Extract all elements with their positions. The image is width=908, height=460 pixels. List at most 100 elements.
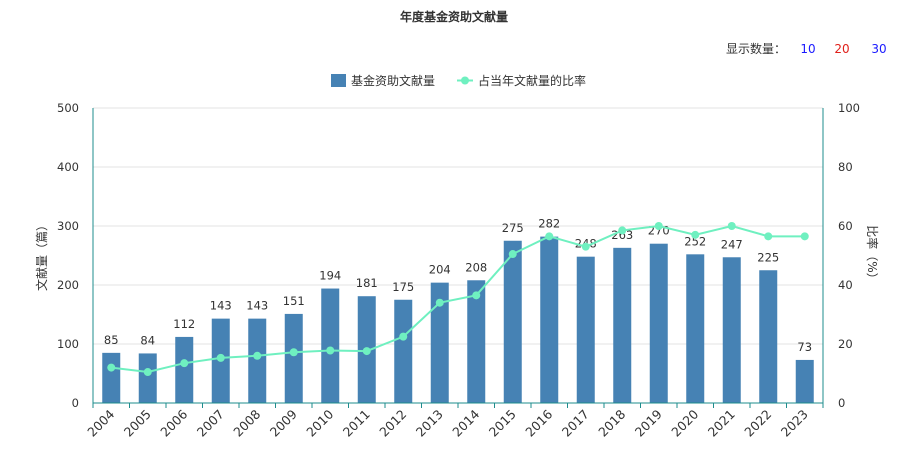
bar bbox=[759, 270, 778, 403]
line-point bbox=[764, 232, 773, 241]
bar-data-label: 208 bbox=[465, 260, 487, 274]
bar-data-label: 151 bbox=[283, 294, 305, 308]
bar-series bbox=[102, 236, 814, 403]
legend-item-line-series[interactable]: 占当年文献量的比率 bbox=[457, 73, 586, 88]
bar-data-label: 112 bbox=[173, 317, 195, 331]
line-point bbox=[800, 232, 809, 241]
bar-data-label: 225 bbox=[757, 250, 779, 264]
y-right-tick-label: 40 bbox=[838, 278, 853, 292]
legend-line-label: 占当年文献量的比率 bbox=[478, 73, 586, 88]
x-tick-label: 2010 bbox=[303, 406, 336, 439]
display-count-10-option[interactable]: 10 bbox=[800, 42, 815, 56]
legend-bar-swatch bbox=[331, 74, 346, 87]
legend: 基金资助文献量 占当年文献量的比率 bbox=[331, 73, 586, 88]
bar bbox=[321, 288, 340, 403]
y-left-tick-label: 0 bbox=[72, 396, 79, 410]
display-count-label: 显示数量： bbox=[726, 41, 786, 56]
y-right-tick-label: 60 bbox=[838, 219, 853, 233]
display-count-20-option[interactable]: 20 bbox=[834, 42, 849, 56]
x-tick-label: 2017 bbox=[559, 407, 592, 440]
line-point bbox=[691, 230, 700, 239]
x-tick-label: 2013 bbox=[413, 407, 446, 440]
bar-data-label: 175 bbox=[392, 280, 414, 294]
x-tick-label: 2006 bbox=[157, 406, 190, 439]
x-tick-label: 2005 bbox=[121, 407, 154, 440]
line-point bbox=[362, 347, 371, 356]
line-point bbox=[727, 222, 736, 230]
bar bbox=[175, 336, 194, 403]
line-point bbox=[399, 332, 408, 341]
x-tick-label: 2014 bbox=[449, 406, 482, 439]
bar-data-label: 194 bbox=[319, 269, 341, 283]
line-point bbox=[545, 232, 554, 241]
bar-data-labels: 8584112143143151194181175204208275282248… bbox=[104, 217, 812, 354]
line-point bbox=[654, 222, 663, 230]
bar-data-label: 275 bbox=[502, 221, 524, 235]
y-right-tick-label: 20 bbox=[838, 337, 853, 351]
x-tick-label: 2016 bbox=[522, 406, 555, 439]
bar-data-label: 204 bbox=[429, 263, 451, 277]
bar-data-label: 247 bbox=[721, 237, 743, 251]
y-left-tick-label: 100 bbox=[57, 337, 79, 351]
bar bbox=[722, 257, 741, 403]
line-point bbox=[435, 298, 444, 307]
bar bbox=[284, 313, 303, 403]
line-point bbox=[180, 359, 189, 368]
bar bbox=[138, 353, 157, 403]
bar bbox=[613, 247, 632, 403]
legend-line-marker bbox=[461, 76, 469, 85]
y-right-tick-label: 100 bbox=[838, 101, 860, 115]
x-tick-label: 2009 bbox=[267, 406, 300, 439]
bar-data-label: 85 bbox=[104, 333, 119, 347]
bar-data-label: 282 bbox=[538, 217, 560, 231]
x-tick-label: 2015 bbox=[486, 407, 519, 440]
x-tick-label: 2004 bbox=[84, 406, 117, 439]
line-point bbox=[253, 351, 262, 360]
bar bbox=[394, 299, 413, 403]
y-left-tick-label: 400 bbox=[57, 160, 79, 174]
line-point bbox=[326, 346, 335, 355]
bar bbox=[467, 280, 486, 403]
y-axis-right-title: 比率（%） bbox=[865, 225, 880, 284]
display-count-30-option[interactable]: 30 bbox=[871, 42, 886, 56]
bar bbox=[503, 240, 522, 403]
bar bbox=[649, 243, 668, 403]
ratio-line bbox=[111, 224, 805, 374]
bar-data-label: 252 bbox=[684, 234, 706, 248]
page-title: 年度基金资助文献量 bbox=[400, 9, 508, 24]
bar-data-label: 143 bbox=[246, 299, 268, 313]
x-tick-label: 2023 bbox=[778, 407, 811, 440]
y-left-tick-label: 300 bbox=[57, 219, 79, 233]
bar bbox=[430, 282, 449, 403]
x-tick-label: 2007 bbox=[194, 407, 227, 440]
y-left-tick-label: 500 bbox=[57, 101, 79, 115]
bar bbox=[540, 236, 559, 403]
x-tick-label: 2021 bbox=[705, 407, 738, 440]
line-point bbox=[508, 250, 517, 259]
line-point bbox=[143, 368, 152, 377]
bar bbox=[102, 352, 121, 403]
x-tick-label: 2019 bbox=[632, 406, 665, 439]
bar-data-label: 143 bbox=[210, 299, 232, 313]
legend-item-bar-series[interactable]: 基金资助文献量 bbox=[331, 73, 435, 88]
bar-data-label: 73 bbox=[797, 340, 812, 354]
line-point bbox=[107, 363, 116, 372]
bar-data-label: 263 bbox=[611, 228, 633, 242]
line-point bbox=[289, 348, 298, 357]
line-point bbox=[216, 353, 225, 362]
bar bbox=[248, 318, 267, 403]
bar-data-label: 84 bbox=[140, 333, 155, 347]
x-tick-label: 2011 bbox=[340, 407, 373, 440]
y-axis-left-title: 文献量（篇） bbox=[34, 219, 49, 291]
bar bbox=[686, 254, 705, 403]
x-tick-label: 2012 bbox=[376, 407, 409, 440]
bar bbox=[795, 359, 814, 403]
x-tick-label: 2020 bbox=[668, 406, 701, 439]
bar-data-label: 181 bbox=[356, 276, 378, 290]
gridlines bbox=[93, 107, 823, 345]
bar bbox=[576, 256, 595, 403]
line-point bbox=[472, 291, 481, 300]
y-right-tick-label: 0 bbox=[838, 396, 845, 410]
x-tick-label: 2022 bbox=[741, 407, 774, 440]
